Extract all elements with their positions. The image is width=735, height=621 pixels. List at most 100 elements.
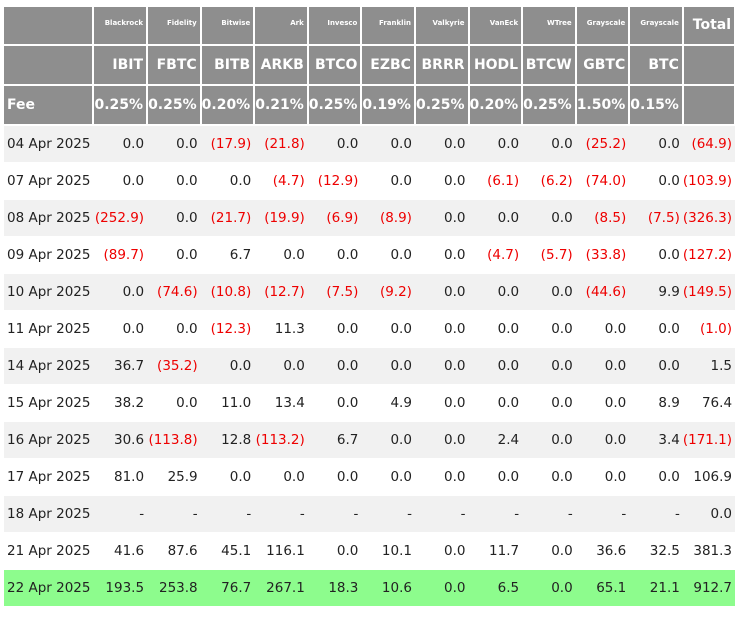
issuer-name: WTree — [522, 7, 577, 46]
table-body: 04 Apr 2025 0.0 0.0 (17.9) (21.8) 0.0 0.0 0.0 0.… — [4, 125, 735, 607]
flow-cell: 0.0 — [254, 347, 308, 385]
flow-cell: 0.0 — [468, 273, 523, 311]
flow-cell: 0.0 — [93, 273, 148, 311]
flow-cell: 2.4 — [468, 421, 523, 459]
flow-cell: 0.0 — [575, 384, 630, 422]
flow-cell: 0.0 — [629, 347, 683, 385]
flow-cell: (12.9) — [307, 162, 362, 200]
flow-cell: 0.0 — [575, 458, 630, 496]
flow-cell: 0.0 — [93, 310, 148, 348]
flow-cell: 0.0 — [147, 125, 201, 163]
flow-cell: 0.0 — [307, 125, 362, 163]
flow-cell: 0.0 — [147, 162, 201, 200]
flow-cell: 0.0 — [361, 125, 415, 163]
flow-cell: 0.0 — [361, 347, 415, 385]
flow-cell: 0.0 — [414, 236, 469, 274]
flow-cell: 4.9 — [361, 384, 415, 422]
flow-cell: 0.0 — [200, 347, 255, 385]
flow-cell: - — [307, 495, 362, 533]
flow-cell: 87.6 — [147, 532, 201, 570]
flow-cell: (113.2) — [254, 421, 308, 459]
empty-header-cell — [682, 45, 735, 86]
total-cell: (1.0) — [682, 310, 735, 348]
fee-cell: 0.25% — [414, 85, 470, 126]
flow-cell: 45.1 — [200, 532, 255, 570]
issuer-name: Fidelity — [147, 7, 202, 46]
corner-cell — [4, 45, 95, 86]
total-cell: 912.7 — [682, 569, 735, 607]
flow-cell: 0.0 — [307, 236, 362, 274]
table-row: 04 Apr 2025 0.0 0.0 (17.9) (21.8) 0.0 0.0 0.0 0.… — [4, 125, 735, 163]
total-cell: 106.9 — [682, 458, 735, 496]
flow-cell: - — [522, 495, 576, 533]
table-row: 07 Apr 2025 0.0 0.0 0.0 (4.7) (12.9) 0.0 0.0 (6.… — [4, 162, 735, 200]
date-cell: 07 Apr 2025 — [4, 162, 94, 200]
flow-cell: 0.0 — [254, 458, 308, 496]
ticker-row: IBIT FBTC BITB ARKB BTCO EZBC BRRR HODL … — [4, 45, 735, 86]
issuer-name: Bitwise — [200, 7, 256, 46]
date-cell: 22 Apr 2025 — [4, 569, 94, 607]
issuer-name: VanEck — [468, 7, 524, 46]
total-cell: 0.0 — [682, 495, 735, 533]
issuer-row: Blackrock Fidelity Bitwise Ark Invesco F… — [4, 7, 735, 46]
ticker-cell: BITB — [200, 45, 256, 86]
flow-cell: 32.5 — [629, 532, 683, 570]
flow-cell: 0.0 — [629, 310, 683, 348]
ticker-cell: GBTC — [575, 45, 631, 86]
flow-cell: (4.7) — [468, 236, 523, 274]
flow-cell: 267.1 — [254, 569, 308, 607]
flow-cell: 0.0 — [307, 347, 362, 385]
flow-cell: (4.7) — [254, 162, 308, 200]
flow-cell: 0.0 — [468, 199, 523, 237]
flow-cell: 25.9 — [147, 458, 201, 496]
flow-cell: 30.6 — [93, 421, 148, 459]
table-row: 14 Apr 2025 36.7 (35.2) 0.0 0.0 0.0 0.0 0.0 0.0 0… — [4, 347, 735, 385]
flow-cell: 0.0 — [200, 162, 255, 200]
flow-cell: 0.0 — [522, 458, 576, 496]
issuer-name: Grayscale — [629, 7, 684, 46]
date-cell: 11 Apr 2025 — [4, 310, 94, 348]
flow-cell: (6.9) — [307, 199, 362, 237]
total-cell: (149.5) — [682, 273, 735, 311]
date-cell: 17 Apr 2025 — [4, 458, 94, 496]
flow-cell: 0.0 — [307, 458, 362, 496]
flow-cell: (6.2) — [522, 162, 576, 200]
issuer-name: Ark — [254, 7, 309, 46]
flow-cell: (21.8) — [254, 125, 308, 163]
flow-cell: 6.7 — [307, 421, 362, 459]
flow-cell: (17.9) — [200, 125, 255, 163]
date-cell: 10 Apr 2025 — [4, 273, 94, 311]
flow-cell: - — [147, 495, 201, 533]
flow-cell: (6.1) — [468, 162, 523, 200]
flow-cell: 81.0 — [93, 458, 148, 496]
table-row: 16 Apr 2025 30.6 (113.8) 12.8 (113.2) 6.7 0.0 0… — [4, 421, 735, 459]
flow-cell: 0.0 — [147, 236, 201, 274]
flow-cell: (8.9) — [361, 199, 415, 237]
flow-cell: 0.0 — [468, 125, 523, 163]
flow-cell: (12.3) — [200, 310, 255, 348]
flow-cell: 0.0 — [307, 532, 362, 570]
table-row: 10 Apr 2025 0.0 (74.6) (10.8) (12.7) (7.5) (9.… — [4, 273, 735, 311]
flow-cell: (74.6) — [147, 273, 201, 311]
flow-cell: 0.0 — [307, 310, 362, 348]
total-cell: 381.3 — [682, 532, 735, 570]
fee-label: Fee — [4, 85, 95, 126]
table-row: 09 Apr 2025 (89.7) 0.0 6.7 0.0 0.0 0.0 0.0 (4.7)… — [4, 236, 735, 274]
flow-cell: 0.0 — [522, 273, 576, 311]
ticker-cell: BRRR — [414, 45, 470, 86]
flow-cell: 36.6 — [575, 532, 630, 570]
total-cell: (127.2) — [682, 236, 735, 274]
flow-cell: 0.0 — [629, 236, 683, 274]
etf-flows-table: Blackrock Fidelity Bitwise Ark Invesco F… — [4, 7, 735, 607]
flow-cell: 11.3 — [254, 310, 308, 348]
issuer-name: Valkyrie — [414, 7, 470, 46]
flow-cell: 193.5 — [93, 569, 148, 607]
flow-cell: 10.6 — [361, 569, 415, 607]
table-row: 18 Apr 2025- - - - - - - - - - -0.0 — [4, 495, 735, 533]
flow-cell: (89.7) — [93, 236, 148, 274]
flow-cell: 36.7 — [93, 347, 148, 385]
table-row: 17 Apr 2025 81.0 25.9 0.0 0.0 0.0 0.0 0.0 0.0 0.0… — [4, 458, 735, 496]
flow-cell: 12.8 — [200, 421, 255, 459]
flow-cell: 0.0 — [414, 199, 469, 237]
table-row: 15 Apr 2025 38.2 0.0 11.0 13.4 0.0 4.9 0.0 0.0 0.… — [4, 384, 735, 422]
